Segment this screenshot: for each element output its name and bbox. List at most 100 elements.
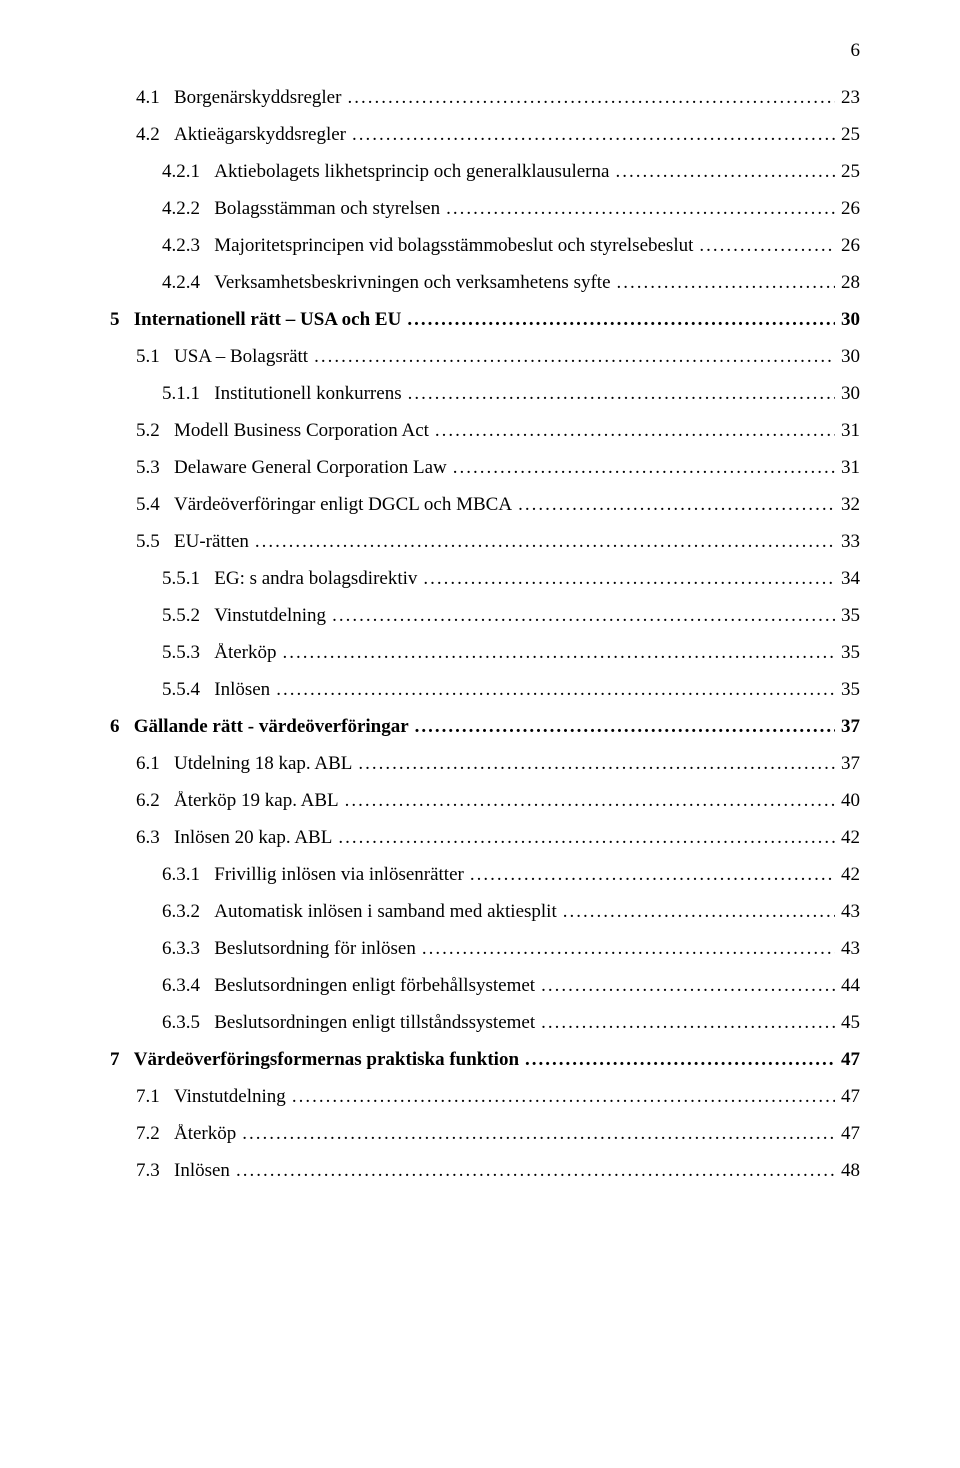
toc-entry-page[interactable]: 40: [835, 791, 860, 810]
toc-leader: [615, 162, 835, 181]
toc-entry-label[interactable]: 7 Värdeöverföringsformernas praktiska fu…: [110, 1050, 525, 1069]
toc-entry-page[interactable]: 25: [835, 162, 860, 181]
toc-entry-label[interactable]: 6.2 Återköp 19 kap. ABL: [136, 791, 345, 810]
toc-entry-label[interactable]: 6.3.1 Frivillig inlösen via inlösenrätte…: [162, 865, 470, 884]
toc-leader: [332, 606, 835, 625]
toc-entry: 4.2.3 Majoritetsprincipen vid bolagsstäm…: [162, 236, 860, 255]
toc-entry-label[interactable]: 5.2 Modell Business Corporation Act: [136, 421, 435, 440]
toc-entry-title: Värdeöverföringar enligt DGCL och MBCA: [174, 495, 512, 514]
toc-entry-page[interactable]: 35: [835, 680, 860, 699]
toc-entry-label[interactable]: 5.5.1 EG: s andra bolagsdirektiv: [162, 569, 423, 588]
toc-entry: 7.2 Återköp 47: [136, 1124, 860, 1143]
toc-leader: [617, 273, 835, 292]
toc-entry: 4.2.1 Aktiebolagets likhetsprincip och g…: [162, 162, 860, 181]
toc-entry-page[interactable]: 37: [835, 717, 860, 736]
toc-entry: 5.5.4 Inlösen 35: [162, 680, 860, 699]
toc-entry-label[interactable]: 6.3.3 Beslutsordning för inlösen: [162, 939, 422, 958]
toc-entry-page[interactable]: 30: [835, 384, 860, 403]
toc-entry-page[interactable]: 42: [835, 865, 860, 884]
toc-entry-label[interactable]: 5.5.3 Återköp: [162, 643, 283, 662]
toc-entry-label[interactable]: 4.2 Aktieägarskyddsregler: [136, 125, 352, 144]
toc-entry: 5.1 USA – Bolagsrätt 30: [136, 347, 860, 366]
toc-entry-page[interactable]: 42: [835, 828, 860, 847]
toc-entry-label[interactable]: 7.1 Vinstutdelning: [136, 1087, 292, 1106]
toc-entry-page[interactable]: 31: [835, 421, 860, 440]
toc-entry-label[interactable]: 6.3.5 Beslutsordningen enligt tillstånds…: [162, 1013, 541, 1032]
toc-entry-number: 4.2.4: [162, 273, 200, 292]
toc-entry-page[interactable]: 47: [835, 1050, 860, 1069]
toc-entry-page[interactable]: 25: [835, 125, 860, 144]
toc-entry-page[interactable]: 30: [835, 310, 860, 329]
toc-entry-page[interactable]: 30: [835, 347, 860, 366]
toc-entry-label[interactable]: 5.5.4 Inlösen: [162, 680, 276, 699]
toc-leader: [242, 1124, 835, 1143]
toc-entry-label[interactable]: 4.2.3 Majoritetsprincipen vid bolagsstäm…: [162, 236, 699, 255]
toc-entry-label[interactable]: 5 Internationell rätt – USA och EU: [110, 310, 407, 329]
toc-leader: [423, 569, 835, 588]
toc-leader: [415, 717, 835, 736]
toc-entry-label[interactable]: 4.2.1 Aktiebolagets likhetsprincip och g…: [162, 162, 615, 181]
toc-entry-label[interactable]: 6.3 Inlösen 20 kap. ABL: [136, 828, 338, 847]
toc-entry-number: 5.5.4: [162, 680, 200, 699]
toc-entry-number: 5.5.1: [162, 569, 200, 588]
toc-leader: [338, 828, 835, 847]
toc-entry-label[interactable]: 4.2.2 Bolagsstämman och styrelsen: [162, 199, 446, 218]
toc-entry: 5.5 EU-rätten 33: [136, 532, 860, 551]
toc-entry-page[interactable]: 31: [835, 458, 860, 477]
toc-entry-label[interactable]: 6.3.2 Automatisk inlösen i samband med a…: [162, 902, 563, 921]
toc-entry-label[interactable]: 5.4 Värdeöverföringar enligt DGCL och MB…: [136, 495, 518, 514]
toc-entry-number: 7.2: [136, 1124, 160, 1143]
toc-entry-label[interactable]: 7.3 Inlösen: [136, 1161, 236, 1180]
toc-entry-page[interactable]: 33: [835, 532, 860, 551]
toc-entry-label[interactable]: 5.1 USA – Bolagsrätt: [136, 347, 314, 366]
toc-entry-page[interactable]: 48: [835, 1161, 860, 1180]
toc-entry-number: 5: [110, 310, 120, 329]
toc-entry: 5.2 Modell Business Corporation Act 31: [136, 421, 860, 440]
toc-entry-page[interactable]: 26: [835, 199, 860, 218]
toc-leader: [408, 384, 835, 403]
toc-entry-label[interactable]: 5.1.1 Institutionell konkurrens: [162, 384, 408, 403]
toc-entry-number: 6.1: [136, 754, 160, 773]
toc-entry: 5.5.2 Vinstutdelning 35: [162, 606, 860, 625]
toc-entry-number: 5.5.3: [162, 643, 200, 662]
toc-leader: [470, 865, 835, 884]
toc-entry-label[interactable]: 6 Gällande rätt - värdeöverföringar: [110, 717, 415, 736]
toc-entry-title: Beslutsordningen enligt förbehållsysteme…: [214, 976, 535, 995]
toc-entry-page[interactable]: 23: [835, 88, 860, 107]
toc-entry-number: 5.3: [136, 458, 160, 477]
toc-entry-label[interactable]: 7.2 Återköp: [136, 1124, 242, 1143]
toc-entry-number: 7.3: [136, 1161, 160, 1180]
toc-entry-title: Utdelning 18 kap. ABL: [174, 754, 352, 773]
toc-entry-page[interactable]: 35: [835, 643, 860, 662]
toc-entry-label[interactable]: 6.3.4 Beslutsordningen enligt förbehålls…: [162, 976, 541, 995]
toc-entry-title: Aktieägarskyddsregler: [174, 125, 346, 144]
toc-entry-page[interactable]: 26: [835, 236, 860, 255]
toc-entry-page[interactable]: 43: [835, 902, 860, 921]
toc-entry: 6 Gällande rätt - värdeöverföringar 37: [110, 717, 860, 736]
toc-entry-page[interactable]: 37: [835, 754, 860, 773]
toc-entry-label[interactable]: 5.5 EU-rätten: [136, 532, 255, 551]
toc-entry-label[interactable]: 5.5.2 Vinstutdelning: [162, 606, 332, 625]
toc-entry-title: Verksamhetsbeskrivningen och verksamhete…: [214, 273, 610, 292]
toc-leader: [276, 680, 835, 699]
toc-entry: 6.3.4 Beslutsordningen enligt förbehålls…: [162, 976, 860, 995]
toc-leader: [347, 88, 835, 107]
toc-entry-page[interactable]: 43: [835, 939, 860, 958]
toc-entry-label[interactable]: 4.1 Borgenärskyddsregler: [136, 88, 347, 107]
toc-leader: [446, 199, 835, 218]
toc-entry-page[interactable]: 32: [835, 495, 860, 514]
toc-entry-page[interactable]: 28: [835, 273, 860, 292]
toc-entry-page[interactable]: 47: [835, 1124, 860, 1143]
toc-leader: [352, 125, 835, 144]
toc-entry-page[interactable]: 34: [835, 569, 860, 588]
toc-entry-page[interactable]: 35: [835, 606, 860, 625]
toc-entry-label[interactable]: 5.3 Delaware General Corporation Law: [136, 458, 453, 477]
toc-entry-label[interactable]: 4.2.4 Verksamhetsbeskrivningen och verks…: [162, 273, 617, 292]
toc-entry-title: Återköp 19 kap. ABL: [174, 791, 339, 810]
toc-entry-page[interactable]: 47: [835, 1087, 860, 1106]
toc-entry-title: Inlösen: [174, 1161, 230, 1180]
toc-entry-page[interactable]: 44: [835, 976, 860, 995]
toc-entry-title: Inlösen: [214, 680, 270, 699]
toc-entry-label[interactable]: 6.1 Utdelning 18 kap. ABL: [136, 754, 358, 773]
toc-entry-page[interactable]: 45: [835, 1013, 860, 1032]
